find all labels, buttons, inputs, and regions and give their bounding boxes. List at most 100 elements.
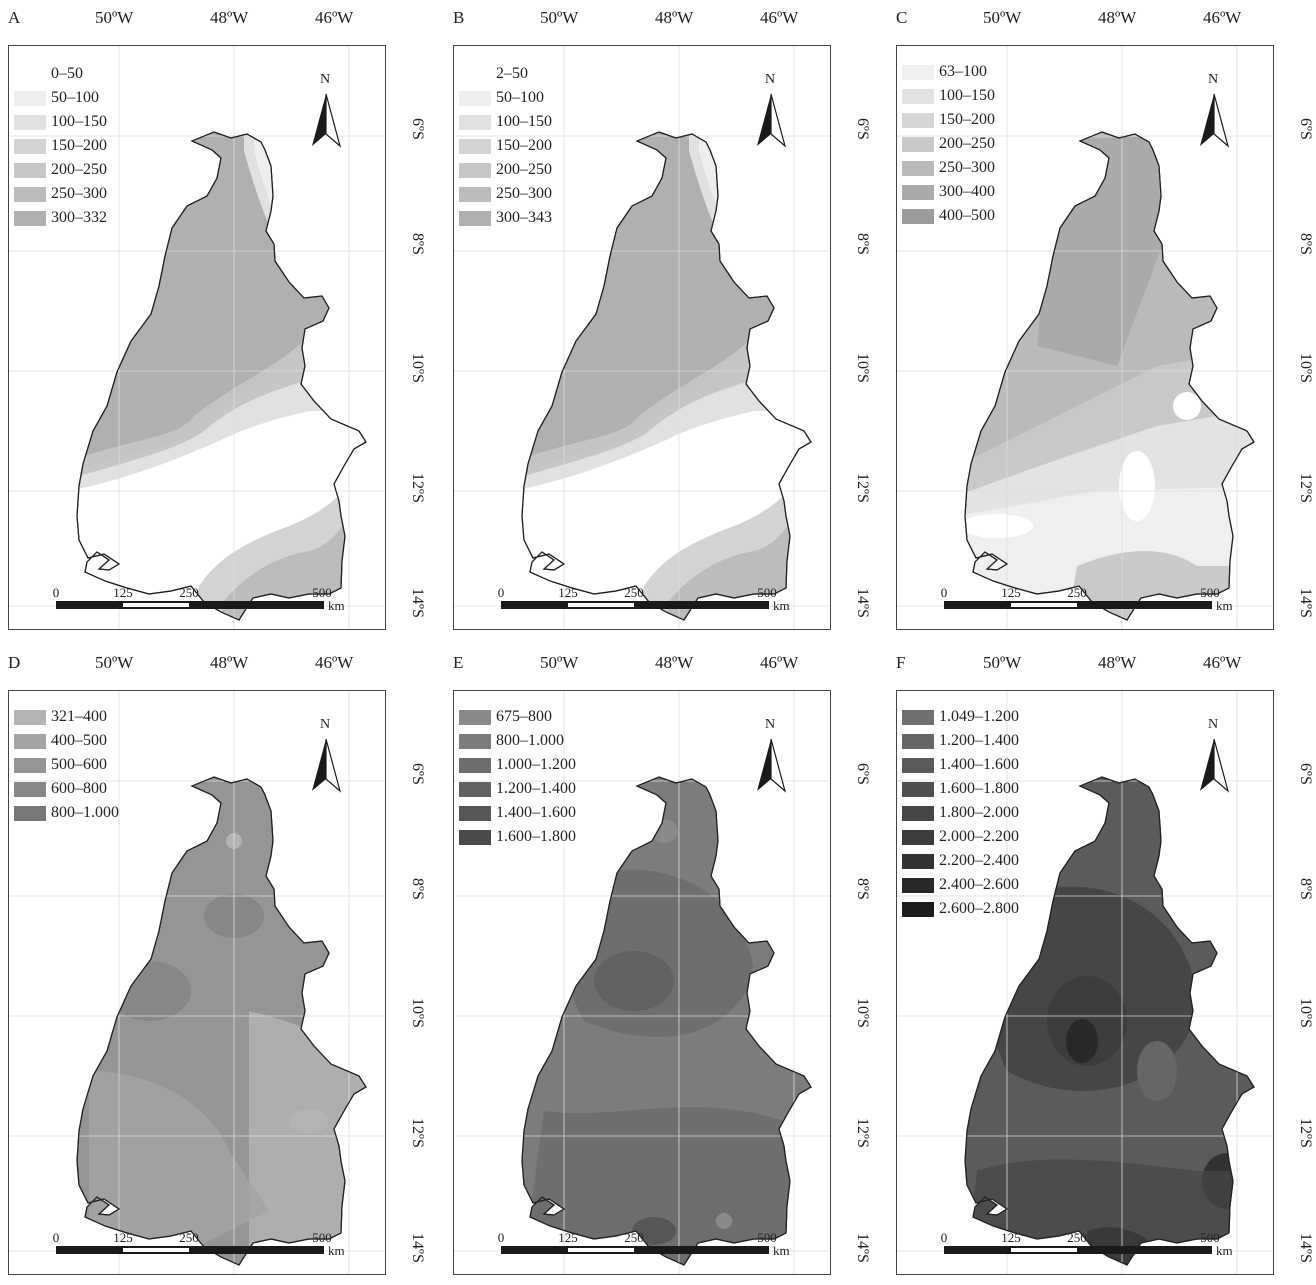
- scale-bar-body: [56, 1246, 324, 1254]
- scale-unit: km: [773, 598, 790, 613]
- legend-item: 1.600–1.800: [459, 825, 576, 849]
- north-label: N: [1208, 717, 1219, 732]
- legend-item: 2.600–2.800: [902, 897, 1019, 921]
- map-frame: [8, 690, 386, 1275]
- longitude-label: 48ºW: [210, 653, 249, 672]
- north-arrow-icon: [1200, 93, 1230, 148]
- legend-swatch: [459, 781, 491, 797]
- legend-swatch: [14, 805, 46, 821]
- legend-swatch: [902, 733, 934, 749]
- latitude-label: 12ºS: [409, 1118, 426, 1148]
- legend-item: 100–150: [902, 84, 995, 108]
- legend: 2–50 50–100 100–150 150–200 200–250 250–…: [459, 62, 552, 230]
- scale-bar-segment: [123, 1248, 189, 1252]
- latitude-label: 10ºS: [1297, 998, 1314, 1028]
- panel-letter: F: [896, 653, 906, 672]
- latitude-label: 14ºS: [1297, 1233, 1314, 1263]
- legend-label: 400–500: [51, 732, 107, 749]
- legend-item: 250–300: [14, 182, 107, 206]
- legend-swatch: [14, 709, 46, 725]
- longitude-label: 50ºW: [95, 8, 134, 27]
- legend-item: 100–150: [459, 110, 552, 134]
- north-label: N: [320, 72, 331, 87]
- latitude-label: 6ºS: [854, 118, 871, 140]
- legend-swatch: [14, 186, 46, 202]
- legend-swatch: [902, 709, 934, 725]
- legend-item: 63–100: [902, 60, 995, 84]
- latitude-label: 10ºS: [1297, 353, 1314, 383]
- legend-swatch: [902, 88, 934, 104]
- latitude-label: 6ºS: [854, 763, 871, 785]
- legend-swatch: [459, 733, 491, 749]
- legend-item: 150–200: [14, 134, 107, 158]
- legend-swatch: [14, 114, 46, 130]
- legend-item: 1.049–1.200: [902, 705, 1019, 729]
- legend: 321–400 400–500 500–600 600–800 800–1.00…: [14, 705, 119, 825]
- north-label: N: [765, 72, 776, 87]
- legend-item: 150–200: [459, 134, 552, 158]
- legend-item: 50–100: [459, 86, 552, 110]
- map-panel-e: E 50ºW 48ºW 46ºW 6ºS 8ºS 10ºS 12ºS 14ºS 675–800…: [445, 645, 875, 1285]
- map-frame: [453, 45, 831, 630]
- legend-swatch: [902, 160, 934, 176]
- north-arrow: N: [751, 717, 791, 801]
- legend-item: 2.000–2.200: [902, 825, 1019, 849]
- legend-item: 400–500: [902, 204, 995, 228]
- legend-swatch: [902, 781, 934, 797]
- map-panel-a: A 50ºW 48ºW 46ºW 6ºS 8ºS 10ºS 12ºS 14ºS 0–50 50…: [0, 0, 430, 640]
- legend-label: 100–150: [939, 87, 995, 104]
- scale-tick: 250: [624, 585, 644, 600]
- legend-item: 300–332: [14, 206, 107, 230]
- latitude-label: 8ºS: [409, 878, 426, 900]
- longitude-label: 50ºW: [983, 653, 1022, 672]
- legend-swatch: [14, 733, 46, 749]
- legend-item: 1.600–1.800: [902, 777, 1019, 801]
- scale-bar-segment: [568, 603, 634, 607]
- legend-swatch: [14, 138, 46, 154]
- scale-tick: 250: [624, 1230, 644, 1245]
- legend-item: 1.200–1.400: [459, 777, 576, 801]
- legend-swatch: [902, 112, 934, 128]
- legend: 1.049–1.200 1.200–1.400 1.400–1.600 1.60…: [902, 705, 1019, 921]
- map-panel-c: C 50ºW 48ºW 46ºW 6ºS 8ºS 10ºS 12ºS 14ºS 63–100 …: [888, 0, 1316, 640]
- legend-label: 300–343: [496, 209, 552, 226]
- legend-label: 150–200: [51, 137, 107, 154]
- legend-item: 500–600: [14, 753, 119, 777]
- scale-bar: 0 125 250 500 km: [53, 585, 356, 615]
- scale-unit: km: [328, 598, 345, 613]
- legend-label: 400–500: [939, 207, 995, 224]
- legend-label: 100–150: [496, 113, 552, 130]
- scale-bar: 0 125 250 500 km: [497, 1230, 801, 1260]
- north-arrow: N: [751, 72, 791, 156]
- longitude-label: 46ºW: [760, 8, 799, 27]
- scale-tick: 500: [757, 585, 777, 600]
- scale-tick: 125: [113, 585, 133, 600]
- latitude-label: 12ºS: [854, 473, 871, 503]
- legend-label: 500–600: [51, 756, 107, 773]
- legend-item: 200–250: [902, 132, 995, 156]
- legend-label: 321–400: [51, 708, 107, 725]
- scale-tick: 0: [497, 1230, 505, 1245]
- legend-label: 300–332: [51, 209, 107, 226]
- scale-tick: 0: [940, 585, 948, 600]
- scale-tick: 250: [1067, 1230, 1087, 1245]
- latitude-label: 6ºS: [409, 118, 426, 140]
- longitude-label: 46ºW: [315, 653, 354, 672]
- scale-tick: 500: [1200, 1230, 1220, 1245]
- legend-label: 1.000–1.200: [496, 756, 576, 773]
- legend-swatch: [14, 210, 46, 226]
- legend-label: 250–300: [939, 159, 995, 176]
- north-label: N: [765, 717, 776, 732]
- legend-swatch: [902, 901, 934, 917]
- legend-swatch: [459, 90, 491, 106]
- scale-bar: 0 125 250 500 km: [940, 585, 1244, 615]
- legend-swatch: [14, 66, 46, 82]
- longitude-label: 46ºW: [760, 653, 799, 672]
- legend-label: 300–400: [939, 183, 995, 200]
- legend-label: 600–800: [51, 780, 107, 797]
- legend-item: 400–500: [14, 729, 119, 753]
- scale-bar-segment: [568, 1248, 634, 1252]
- scale-bar-body: [944, 1246, 1212, 1254]
- scale-tick: 500: [757, 1230, 777, 1245]
- legend-swatch: [14, 781, 46, 797]
